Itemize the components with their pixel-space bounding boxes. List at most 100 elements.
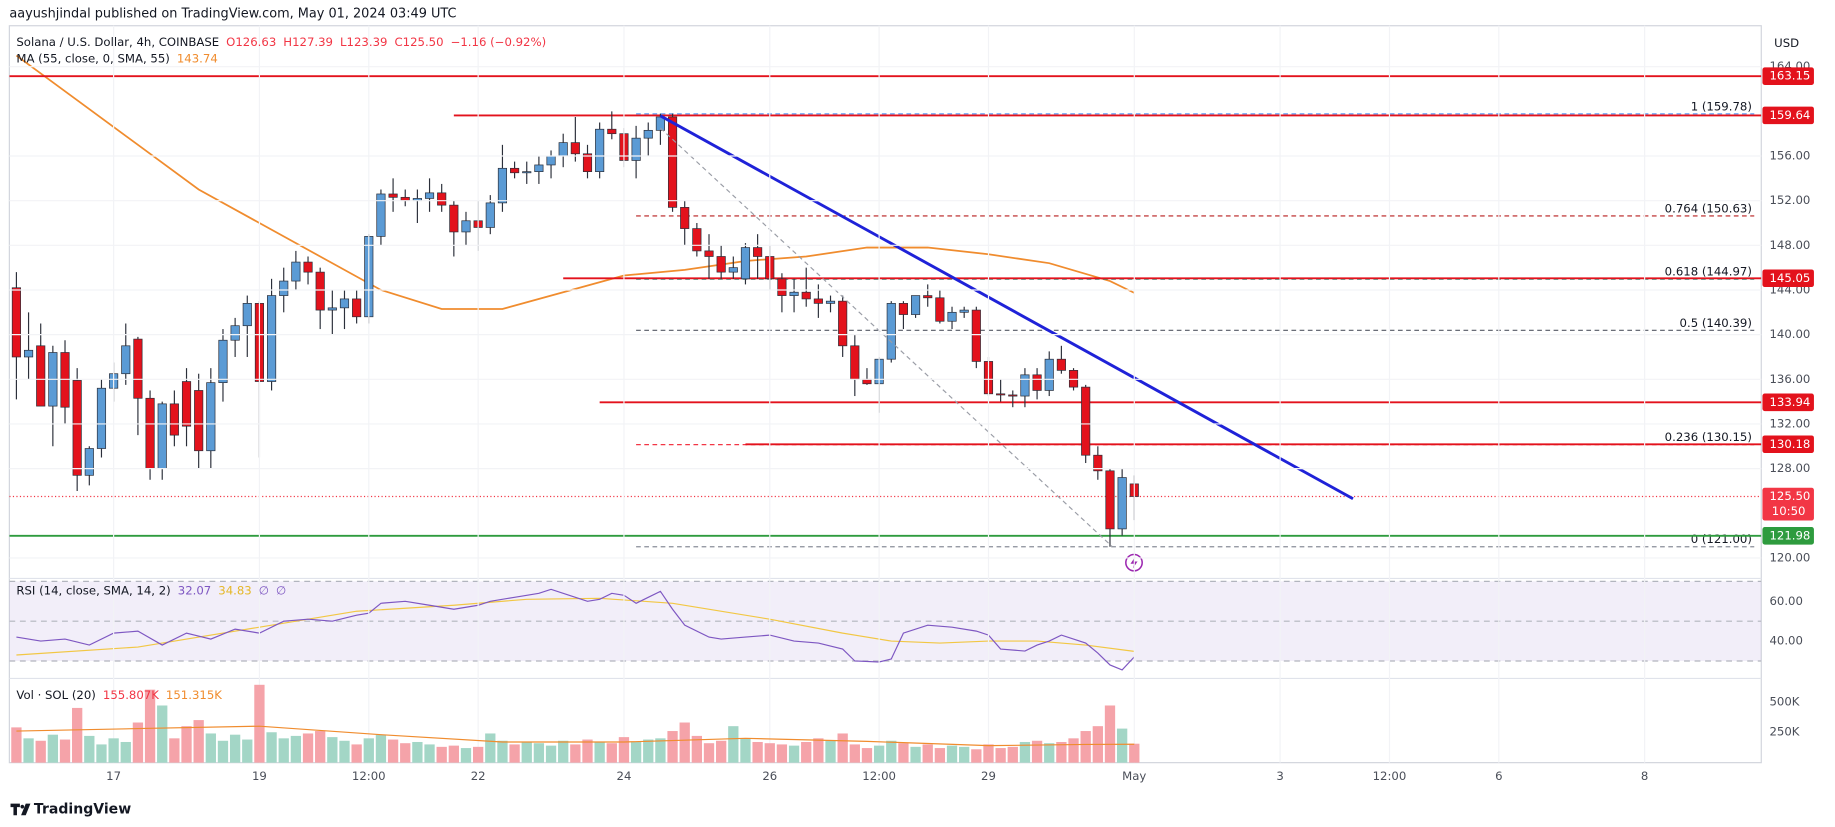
legend-item: −1.16 (−0.92%) — [451, 35, 547, 49]
candle-body — [631, 137, 641, 161]
volume-bar — [740, 738, 751, 763]
candle-body — [218, 339, 228, 383]
volume-bar — [946, 745, 958, 763]
volume-bar — [1129, 743, 1140, 763]
legend-item: 143.74 — [177, 51, 218, 65]
legend: Solana / U.S. Dollar, 4h, COINBASE O126.6… — [16, 35, 546, 49]
volume-bar — [242, 739, 253, 763]
candle-body — [1056, 358, 1066, 371]
legend-item: C125.50 — [394, 35, 443, 49]
brand: TradingView — [34, 801, 131, 817]
volume-bar — [849, 744, 860, 763]
candle-body — [1105, 470, 1115, 530]
candle-body — [813, 298, 823, 304]
x-tick-label: 22 — [471, 769, 486, 783]
candle-body — [801, 291, 811, 300]
price-tag-label: 133.94 — [1769, 395, 1810, 409]
candle-body — [485, 202, 495, 228]
volume-bar — [424, 744, 435, 763]
price-tag — [1762, 487, 1814, 521]
rsi-line — [16, 588, 1135, 671]
volume-bar — [35, 740, 46, 763]
volume-bar — [533, 743, 545, 763]
fib-label: 0.764 (150.63) — [1665, 201, 1752, 215]
price-tag — [1762, 435, 1814, 454]
candle-body — [157, 403, 167, 469]
volume-bar — [691, 735, 703, 763]
legend-item: MA (55, close, 0, SMA, 55) — [16, 51, 169, 65]
candle-body — [84, 448, 94, 476]
volume-bar — [290, 735, 302, 763]
price-tag — [1762, 106, 1814, 125]
legend: Vol · SOL (20) 155.807K 151.315K — [16, 687, 222, 701]
candle-body — [996, 393, 1006, 396]
candle-body — [862, 378, 872, 385]
candle-body — [36, 345, 46, 407]
candle-body — [169, 403, 179, 436]
volume-bar — [667, 731, 678, 763]
candle-body — [449, 204, 459, 233]
candle-body — [886, 303, 896, 360]
volume-bar — [1068, 738, 1079, 763]
volume-bar — [229, 734, 241, 763]
volume-ma — [16, 725, 1135, 747]
volume-bar — [327, 737, 338, 763]
volume-bar — [971, 749, 982, 763]
volume-bar — [315, 731, 326, 763]
candle-body — [570, 142, 580, 155]
candle-body — [825, 300, 836, 304]
candle-body — [959, 309, 969, 313]
y-tick-label: 140.00 — [1769, 327, 1810, 341]
candle-body — [437, 192, 447, 206]
volume-bar — [959, 746, 970, 763]
y-tick-label: 120.00 — [1769, 550, 1810, 564]
volume-bar — [1056, 741, 1067, 763]
volume-bar — [108, 738, 119, 763]
volume-bar — [485, 733, 496, 763]
y-tick-label: 132.00 — [1769, 416, 1810, 430]
legend-item: Solana / U.S. Dollar, 4h, COINBASE — [16, 35, 219, 49]
candle-body — [242, 303, 252, 327]
legend-item: 32.07 — [178, 583, 211, 597]
volume-bar — [801, 741, 812, 763]
volume-bar — [1044, 743, 1055, 763]
candle-body — [133, 338, 143, 399]
volume-bar — [788, 745, 800, 763]
legend-item: 155.807K — [103, 687, 159, 701]
price-tag-label: 125.50 — [1769, 489, 1810, 503]
fib-label: 0 (121.00) — [1691, 532, 1752, 546]
candle-body — [971, 309, 981, 362]
rsi-tick-label: 40.00 — [1769, 634, 1802, 648]
candle-body — [1093, 454, 1103, 472]
legend-item: H127.39 — [283, 35, 333, 49]
x-tick-label: 19 — [252, 769, 267, 783]
price-tag-label: 163.15 — [1769, 69, 1810, 83]
candle-body — [424, 192, 435, 199]
volume-bar — [96, 744, 107, 763]
volume-bar — [752, 741, 763, 763]
legend-item: 151.315K — [166, 687, 222, 701]
x-tick-label: 8 — [1641, 769, 1648, 783]
brand-logo — [10, 803, 31, 816]
volume-bar — [375, 734, 387, 763]
volume-bar — [23, 738, 34, 763]
volume-bar — [995, 748, 1006, 763]
candle-body — [582, 153, 593, 172]
candle-body — [376, 193, 386, 237]
attribution: aayushjindal published on TradingView.co… — [9, 7, 456, 22]
volume-bar — [655, 738, 666, 763]
volume-bar — [922, 744, 933, 763]
trendline — [660, 127, 1113, 548]
candle-body — [595, 128, 605, 172]
candle-body — [388, 193, 398, 198]
candle-body — [777, 278, 787, 296]
price-tag — [1762, 393, 1814, 412]
volume-bar — [861, 748, 873, 763]
volume-bar — [509, 744, 520, 763]
volume-bar — [497, 740, 508, 763]
candle-body — [327, 307, 337, 311]
volume-bar — [558, 740, 569, 763]
volume-bar — [1019, 741, 1031, 763]
